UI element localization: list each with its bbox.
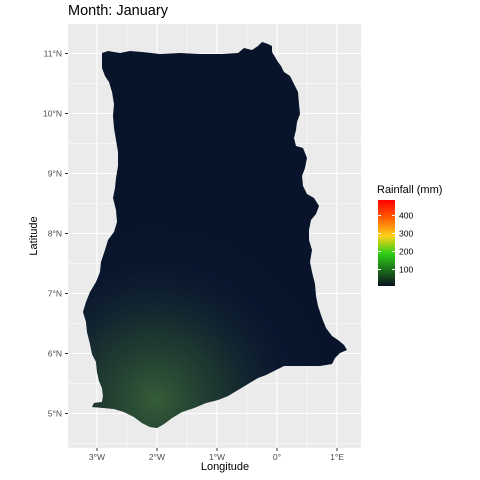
y-tick-7n: 7°N bbox=[48, 289, 62, 299]
southern-rainfall-tint bbox=[83, 42, 347, 428]
legend-ticks bbox=[378, 215, 395, 270]
y-tick-5n: 5°N bbox=[48, 409, 62, 419]
x-tick-3w: 3°W bbox=[89, 452, 105, 462]
y-tick-11n: 11°N bbox=[44, 49, 62, 59]
legend-label-300: 300 bbox=[399, 229, 413, 239]
x-tick-0: 0° bbox=[273, 452, 281, 462]
x-axis-label: Longitude bbox=[200, 461, 250, 473]
country-raster bbox=[83, 42, 347, 428]
y-tick-8n: 8°N bbox=[48, 229, 62, 239]
x-tick-1w: 1°W bbox=[209, 452, 225, 462]
legend-label-100: 100 bbox=[399, 265, 413, 275]
legend-title: Rainfall (mm) bbox=[377, 184, 443, 196]
y-axis-label: Latitude bbox=[28, 216, 40, 256]
legend-label-400: 400 bbox=[399, 211, 413, 221]
axis-ticks bbox=[65, 53, 338, 451]
y-tick-6n: 6°N bbox=[48, 349, 62, 359]
map-title: Month: January bbox=[68, 3, 168, 19]
y-tick-9n: 9°N bbox=[48, 169, 62, 179]
legend-label-200: 200 bbox=[399, 247, 413, 257]
x-tick-1e: 1°E bbox=[330, 452, 344, 462]
x-tick-2w: 2°W bbox=[149, 452, 165, 462]
legend-colorbar bbox=[378, 200, 395, 286]
y-tick-10n: 10°N bbox=[43, 109, 62, 119]
